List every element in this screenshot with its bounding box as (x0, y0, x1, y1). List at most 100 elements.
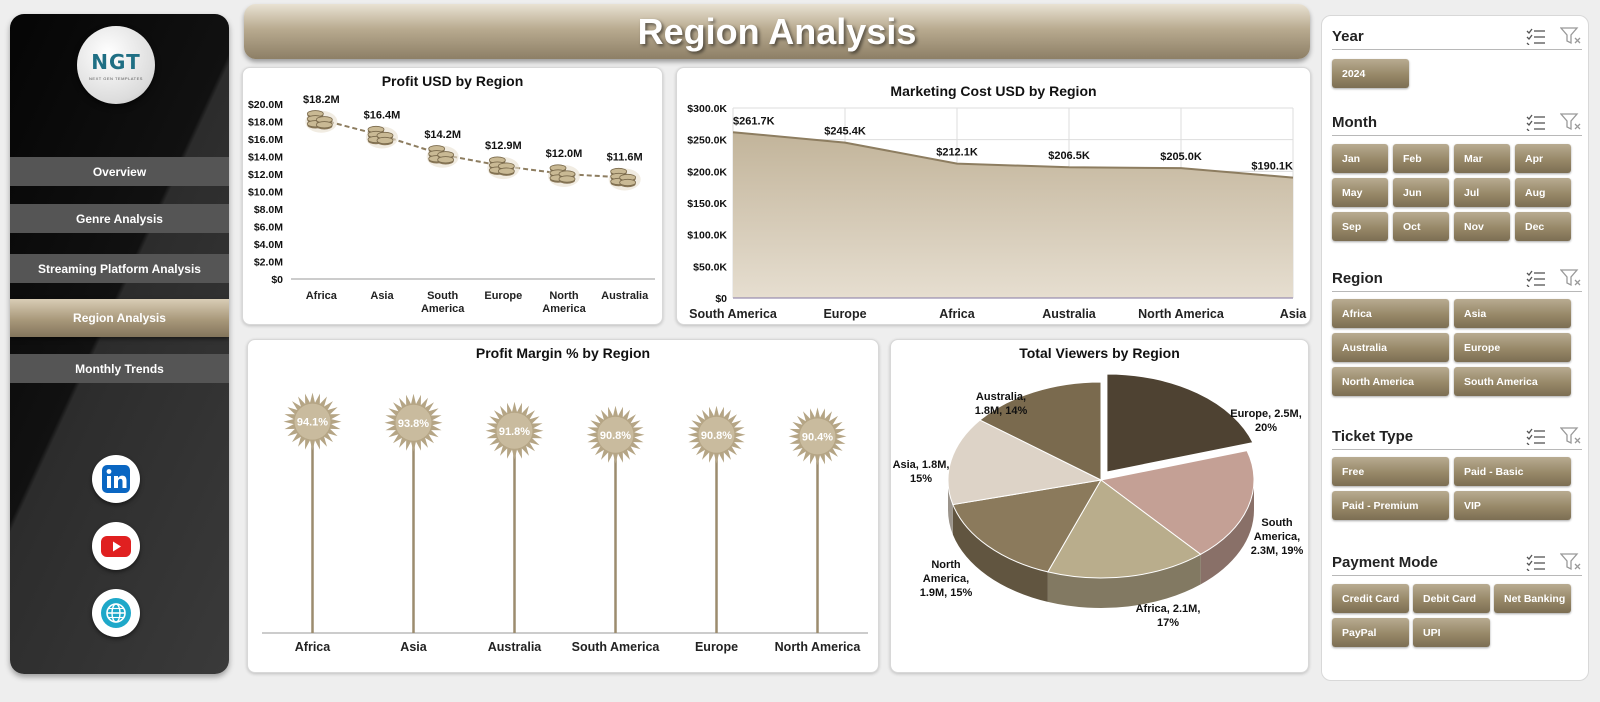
month-slicer-title: Month (1332, 114, 1377, 131)
coin-stack-icon (608, 167, 641, 191)
y-tick-label: $250.0K (687, 135, 727, 147)
ticket-type-slicer-header: Ticket Type (1332, 424, 1582, 450)
coin-stack-icon (366, 125, 398, 149)
sidebar: NGT NEXT GEN TEMPLATES Overview Genre An… (10, 14, 229, 674)
x-tick-label: North America (775, 640, 862, 654)
clear-filter-icon[interactable] (1560, 269, 1582, 287)
data-label: $245.4K (824, 126, 866, 138)
company-logo[interactable]: NGT NEXT GEN TEMPLATES (77, 26, 155, 104)
y-tick-label: $150.0K (687, 198, 727, 210)
coin-stack-icon (305, 110, 338, 133)
slicer-payment-paypal[interactable]: PayPal (1332, 618, 1409, 647)
nav-overview[interactable]: Overview (10, 157, 229, 186)
x-tick-label: North (549, 290, 579, 302)
multi-select-icon[interactable] (1526, 553, 1546, 571)
slicer-ticket-free[interactable]: Free (1332, 457, 1449, 486)
region-slicer: Region Africa Asia Australia Europe Nort… (1332, 266, 1582, 396)
logo-mark: NGT (91, 49, 141, 74)
website-button[interactable] (92, 589, 140, 637)
slicer-region-africa[interactable]: Africa (1332, 299, 1449, 328)
region-slicer-header: Region (1332, 266, 1582, 292)
profit-chart: $0 $2.0M $4.0M $6.0M $8.0M $10.0M $12.0M $14.0M… (248, 94, 655, 315)
page-title: Region Analysis (637, 10, 917, 52)
multi-select-icon[interactable] (1526, 427, 1546, 445)
y-tick-label: $20.0M (248, 99, 283, 111)
slicer-month-mar[interactable]: Mar (1454, 144, 1510, 173)
slicer-month-jan[interactable]: Jan (1332, 144, 1388, 173)
clear-filter-icon[interactable] (1560, 427, 1582, 445)
y-tick-label: $14.0M (248, 152, 283, 164)
multi-select-icon[interactable] (1526, 27, 1546, 45)
pie-data-label: Australia, (976, 391, 1026, 403)
x-tick-label: Africa (295, 640, 331, 654)
marketing-area (733, 132, 1293, 298)
x-tick-label: South America (689, 307, 778, 321)
pie-data-label: Asia, 1.8M, (893, 459, 950, 471)
slicer-payment-net-banking[interactable]: Net Banking (1494, 584, 1571, 613)
slicer-payment-credit-card[interactable]: Credit Card (1332, 584, 1409, 613)
viewers-chart-title: Total Viewers by Region (1019, 345, 1180, 361)
slicer-ticket-vip[interactable]: VIP (1454, 491, 1571, 520)
year-slicer-title: Year (1332, 28, 1364, 45)
data-label: $14.2M (424, 129, 461, 141)
youtube-button[interactable] (92, 522, 140, 570)
linkedin-button[interactable] (92, 455, 140, 503)
slicer-month-jun[interactable]: Jun (1393, 178, 1449, 207)
pie-data-label: South (1261, 517, 1292, 529)
clear-filter-icon[interactable] (1560, 27, 1582, 45)
slicer-month-oct[interactable]: Oct (1393, 212, 1449, 241)
slicer-month-dec[interactable]: Dec (1515, 212, 1571, 241)
slicer-payment-debit-card[interactable]: Debit Card (1413, 584, 1490, 613)
pie-side (1200, 480, 1254, 585)
x-tick-label: North America (1138, 307, 1225, 321)
nav-genre-analysis[interactable]: Genre Analysis (10, 204, 229, 233)
nav-streaming-platform-analysis[interactable]: Streaming Platform Analysis (10, 254, 229, 283)
profit-chart-card: Profit USD by Region $0 $2.0M $4.0M $6.0M $8… (242, 67, 663, 325)
margin-chart-title: Profit Margin % by Region (475, 345, 651, 361)
pie-data-label: North (931, 559, 961, 571)
month-slicer: Month Jan Feb Mar Apr May Jun Jul Aug Se… (1332, 110, 1582, 241)
multi-select-icon[interactable] (1526, 113, 1546, 131)
y-tick-label: $200.0K (687, 166, 727, 178)
slicer-payment-upi[interactable]: UPI (1413, 618, 1490, 647)
x-tick-label: South (427, 290, 458, 302)
y-tick-label: $2.0M (254, 257, 283, 269)
clear-filter-icon[interactable] (1560, 553, 1582, 571)
slicer-region-australia[interactable]: Australia (1332, 333, 1449, 362)
marker-core (698, 416, 735, 453)
slicer-ticket-paid-premium[interactable]: Paid - Premium (1332, 491, 1449, 520)
multi-select-icon[interactable] (1526, 269, 1546, 287)
nav-region-analysis[interactable]: Region Analysis (10, 299, 229, 337)
slicer-region-south-america[interactable]: South America (1454, 367, 1571, 396)
y-tick-label: $18.0M (248, 117, 283, 129)
slicer-region-asia[interactable]: Asia (1454, 299, 1571, 328)
slicer-month-apr[interactable]: Apr (1515, 144, 1571, 173)
slicer-year-2024[interactable]: 2024 (1332, 59, 1409, 88)
data-label: 90.8% (600, 430, 631, 442)
slicer-month-sep[interactable]: Sep (1332, 212, 1388, 241)
margin-chart-card: Profit Margin % by Region 94.1% Africa 93.… (247, 339, 879, 673)
marker-core (496, 412, 533, 449)
slicer-month-aug[interactable]: Aug (1515, 178, 1571, 207)
slicer-month-feb[interactable]: Feb (1393, 144, 1449, 173)
slicer-month-jul[interactable]: Jul (1454, 178, 1510, 207)
slicer-month-nov[interactable]: Nov (1454, 212, 1510, 241)
slicer-ticket-paid-basic[interactable]: Paid - Basic (1454, 457, 1571, 486)
y-tick-label: $100.0K (687, 230, 727, 242)
data-label: 90.4% (802, 431, 833, 443)
nav-monthly-trends[interactable]: Monthly Trends (10, 354, 229, 383)
data-label: $261.7K (733, 115, 775, 127)
pie-data-label: Africa, 2.1M, (1136, 603, 1201, 615)
x-tick-label: Africa (306, 290, 338, 302)
slicer-region-europe[interactable]: Europe (1454, 333, 1571, 362)
logo-subtext: NEXT GEN TEMPLATES (89, 75, 143, 81)
pie-data-label: America, (923, 573, 969, 585)
pie-data-label: 15% (910, 473, 932, 485)
clear-filter-icon[interactable] (1560, 113, 1582, 131)
marketing-line (732, 131, 1294, 179)
x-tick-label: Europe (484, 290, 522, 302)
pie-side (1047, 554, 1201, 608)
data-label: $190.1K (1251, 161, 1293, 173)
slicer-month-may[interactable]: May (1332, 178, 1388, 207)
slicer-region-north-america[interactable]: North America (1332, 367, 1449, 396)
